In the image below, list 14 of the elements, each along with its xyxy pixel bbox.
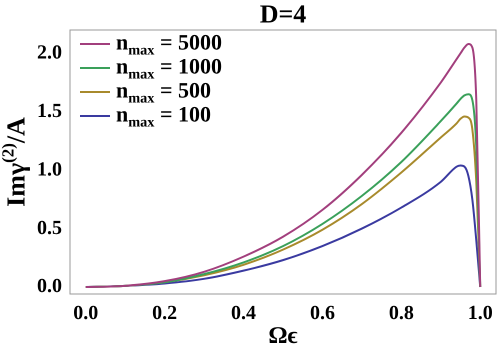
chart-title: D=4 [260,0,306,29]
y-tick-label: 0.5 [37,216,62,239]
y-tick-label: 2.0 [37,42,62,64]
x-axis-title: Ωϵ [268,323,298,350]
x-tick-label: 0.2 [152,302,178,324]
x-tick-label: 1.0 [468,302,493,324]
x-tick-label: 0.0 [73,302,98,324]
x-tick-label: 0.8 [388,302,414,324]
y-tick-label: 0.0 [37,275,62,298]
y-axis-title: Imγ(2)/A [0,116,31,207]
y-tick-label: 1.0 [37,158,62,180]
x-tick-label: 0.4 [231,302,256,324]
y-tick-label: 1.5 [37,100,62,122]
x-tick-label: 0.6 [310,302,335,324]
